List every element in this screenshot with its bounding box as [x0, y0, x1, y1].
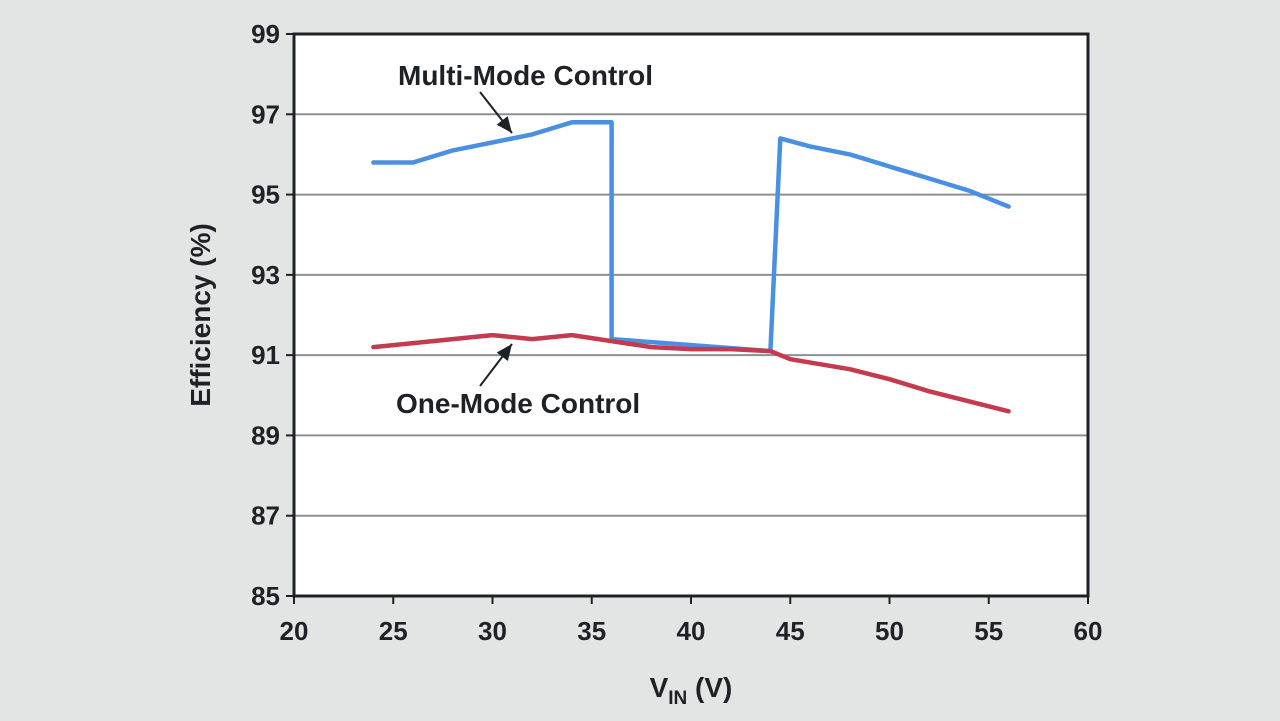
y-tick-label-91: 91 [251, 340, 280, 370]
x-axis-title-main: V [650, 672, 669, 703]
y-tick-label-85: 85 [251, 581, 280, 611]
x-tick-label-55: 55 [974, 616, 1003, 646]
y-tick-label-87: 87 [251, 501, 280, 531]
y-tick-label-93: 93 [251, 260, 280, 290]
y-tick-label-89: 89 [251, 420, 280, 450]
arrow-one-mode-head [496, 344, 512, 361]
y-axis-title: Efficiency (%) [185, 223, 216, 407]
annotation-one-mode: One-Mode Control [396, 388, 640, 419]
x-tick-label-60: 60 [1074, 616, 1103, 646]
x-tick-label-50: 50 [875, 616, 904, 646]
axis-ticks: 85 87 89 91 93 95 97 99 20 25 30 35 40 45 50 55 60 [251, 19, 1102, 646]
arrow-multi-mode-head [496, 116, 512, 133]
grid-lines [294, 113, 1088, 517]
x-tick-label-25: 25 [379, 616, 408, 646]
x-axis-title-unit: (V) [687, 672, 732, 703]
x-axis-title: VIN (V) [650, 672, 733, 709]
plot-area [294, 34, 1088, 596]
series-line-multi-mode [371, 120, 1011, 354]
x-axis-title-subscript: IN [668, 688, 687, 709]
series-lines [371, 120, 1011, 414]
y-tick-label-95: 95 [251, 180, 280, 210]
x-tick-label-35: 35 [577, 616, 606, 646]
y-tick-label-99: 99 [251, 19, 280, 49]
x-tick-label-20: 20 [280, 616, 309, 646]
y-tick-label-97: 97 [251, 99, 280, 129]
annotation-multi-mode: Multi-Mode Control [398, 60, 653, 91]
series-line-one-mode [371, 332, 1011, 414]
x-tick-label-40: 40 [677, 616, 706, 646]
x-tick-label-30: 30 [478, 616, 507, 646]
annotations: Multi-Mode Control One-Mode Control [396, 60, 653, 419]
x-tick-label-45: 45 [776, 616, 805, 646]
